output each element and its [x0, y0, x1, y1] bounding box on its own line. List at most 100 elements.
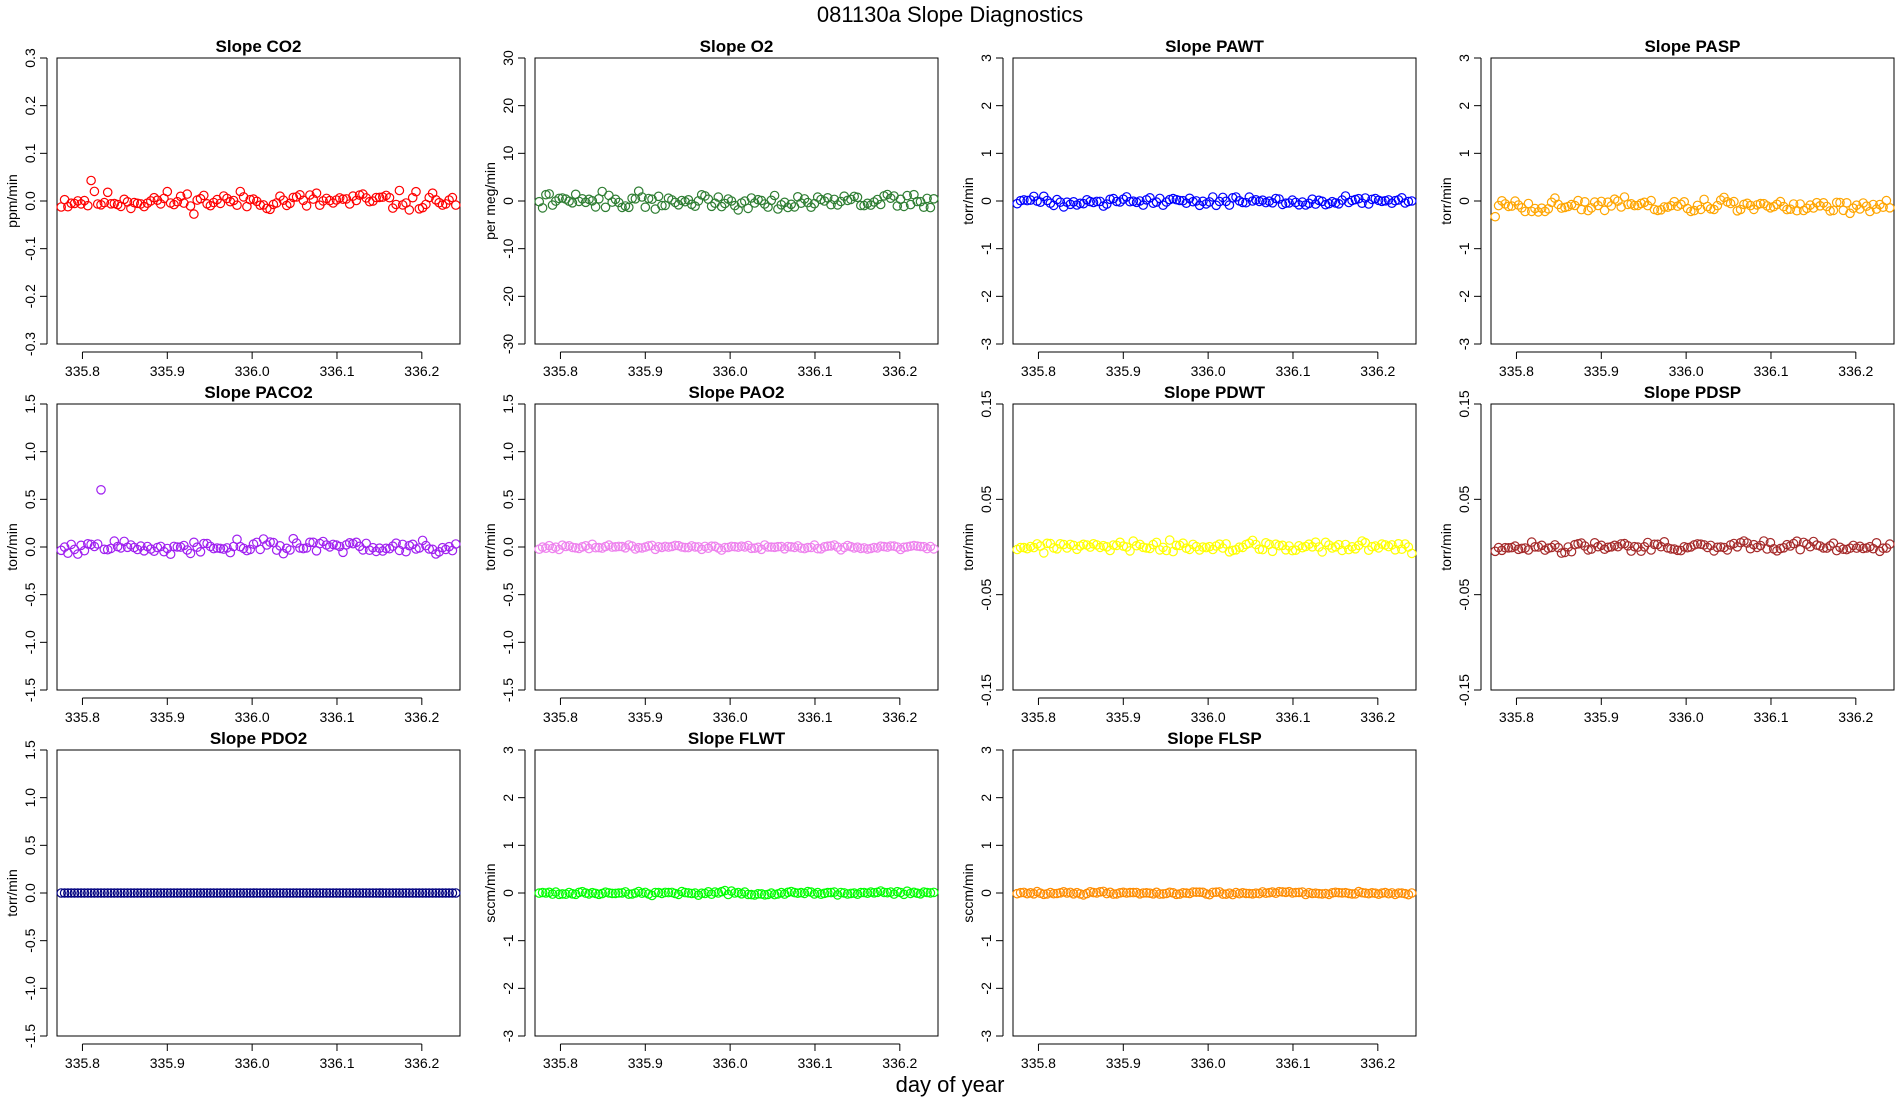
data-point: [1805, 541, 1815, 552]
data-point: [580, 197, 591, 208]
data-point: [570, 542, 581, 553]
data-point: [1022, 195, 1032, 206]
data-points: [1012, 191, 1417, 212]
data-point: [1715, 195, 1726, 205]
data-point: [195, 546, 206, 557]
y-axis-label: per meg/min: [482, 162, 498, 240]
data-point: [1340, 887, 1351, 898]
data-point: [620, 542, 631, 553]
data-point: [902, 190, 912, 201]
y-tick-label: 0.0: [22, 883, 38, 903]
data-point: [1290, 887, 1301, 898]
data-point: [763, 542, 773, 552]
data-point: [1696, 204, 1706, 215]
data-point: [1699, 540, 1709, 550]
y-tick-label: -0.5: [22, 582, 38, 606]
data-point: [1344, 544, 1354, 555]
data-point: [1825, 206, 1835, 216]
data-point: [1735, 204, 1746, 215]
data-point: [79, 195, 90, 206]
y-tick-label: -0.2: [22, 284, 38, 308]
data-point: [199, 190, 209, 201]
data-point: [1742, 538, 1752, 548]
y-tick-label: -0.05: [978, 579, 994, 611]
data-point: [318, 536, 328, 547]
y-tick-label: -2: [978, 290, 994, 303]
panel-slope-co2: Slope CO2 ppm/min -0.3 -0.2 -0.1 0.0 0.1 0.2 0.3…: [4, 37, 461, 379]
data-points: [56, 175, 461, 219]
data-point: [1340, 539, 1351, 550]
x-tick-label: 336.1: [319, 709, 354, 725]
data-point: [1307, 194, 1318, 204]
data-point: [640, 202, 651, 212]
data-point: [875, 541, 886, 551]
data-point: [261, 540, 272, 550]
data-point: [1281, 887, 1291, 898]
data-points: [56, 888, 461, 898]
data-point: [1403, 196, 1414, 207]
y-tick-label: -0.15: [1456, 674, 1472, 706]
data-point: [660, 887, 670, 898]
data-point: [879, 541, 889, 552]
data-point: [1520, 206, 1530, 217]
data-point: [1125, 196, 1135, 207]
data-point: [869, 887, 879, 898]
y-tick-label: 1.5: [500, 394, 516, 414]
data-point: [1155, 545, 1165, 555]
data-point: [387, 541, 398, 551]
data-point: [450, 888, 461, 898]
data-point: [1513, 200, 1524, 210]
data-point: [696, 888, 707, 898]
data-point: [541, 543, 551, 553]
data-point: [1191, 887, 1202, 897]
data-point: [769, 190, 780, 201]
data-point: [1125, 546, 1135, 556]
data-point: [192, 888, 202, 898]
data-point: [700, 191, 710, 201]
data-point: [541, 888, 551, 898]
y-tick-label: 0.05: [978, 485, 994, 512]
data-point: [298, 195, 309, 206]
data-point: [225, 888, 236, 898]
data-point: [136, 199, 146, 209]
data-point: [657, 200, 667, 211]
data-point: [802, 886, 813, 897]
data-point: [261, 888, 272, 898]
data-point: [1324, 540, 1334, 550]
data-point: [875, 199, 886, 210]
data-point: [268, 888, 279, 898]
data-point: [925, 202, 936, 213]
x-tick-label: 335.8: [1499, 709, 1534, 725]
data-point: [1838, 544, 1849, 554]
data-point: [1164, 887, 1175, 898]
data-point: [1274, 886, 1284, 897]
data-point: [1105, 194, 1115, 205]
data-point: [1682, 203, 1693, 214]
data-point: [1191, 541, 1202, 552]
data-point: [1407, 196, 1417, 206]
data-point: [205, 888, 216, 898]
data-point: [1573, 538, 1583, 549]
data-point: [1055, 538, 1066, 549]
data-point: [1845, 208, 1855, 219]
data-point: [544, 540, 554, 551]
data-point: [653, 191, 664, 202]
data-point: [1310, 537, 1321, 547]
data-point: [361, 888, 371, 898]
data-point: [129, 197, 139, 208]
data-point: [928, 544, 939, 554]
data-point: [1208, 544, 1218, 555]
x-tick-label: 335.9: [150, 363, 185, 379]
data-point: [417, 888, 428, 898]
data-point: [534, 888, 544, 898]
data-point: [1815, 201, 1825, 211]
data-point: [855, 543, 866, 554]
data-point: [301, 543, 312, 553]
data-point: [610, 194, 621, 205]
data-point: [1556, 203, 1567, 213]
data-point: [1111, 540, 1122, 551]
y-tick-label: 0: [978, 197, 994, 205]
data-point: [338, 194, 348, 204]
y-tick-label: 2: [1456, 102, 1472, 110]
data-point: [199, 888, 209, 898]
